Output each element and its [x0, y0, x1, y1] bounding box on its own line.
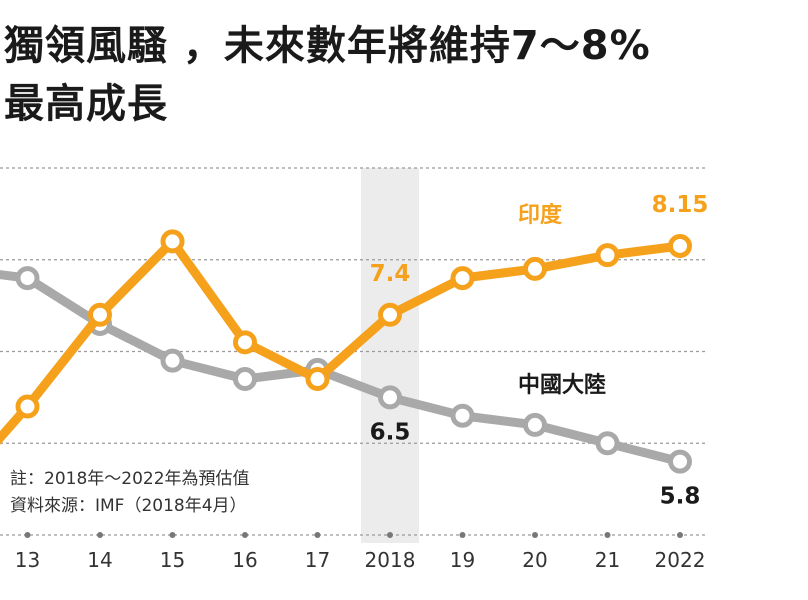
- india-series-line: [0, 236, 685, 445]
- source-note: 資料來源：IMF（2018年4月）: [10, 496, 247, 516]
- india-data-point: [523, 256, 547, 281]
- chart-title-line-2: 最高成長: [4, 81, 168, 127]
- x-tick-mark: [24, 532, 31, 538]
- x-tick-label: 14: [87, 548, 112, 572]
- india-data-point: [668, 233, 692, 258]
- x-tick-label: 17: [305, 548, 330, 572]
- china-data-point: [450, 403, 475, 428]
- x-tick-label: 16: [232, 548, 257, 572]
- data-label: 7.4: [370, 261, 411, 287]
- china-data-point: [668, 449, 692, 474]
- x-tick-mark: [314, 532, 321, 538]
- x-tick-mark: [169, 532, 176, 538]
- forecast-band: [361, 168, 419, 543]
- x-tick-label: 19: [450, 548, 475, 572]
- india-data-point: [305, 367, 330, 392]
- china-data-point: [233, 367, 257, 392]
- notes-background: [0, 462, 352, 524]
- x-tick-mark: [677, 532, 683, 538]
- x-tick-mark: [387, 532, 393, 538]
- china-data-point: [595, 431, 620, 456]
- india-data-point: [15, 394, 40, 419]
- india-data-point: [450, 266, 475, 291]
- china-series-label: 中國大陸: [518, 372, 606, 398]
- x-tick-mark: [242, 532, 248, 538]
- china-data-point: [523, 412, 547, 437]
- china-data-point: [160, 348, 185, 373]
- x-tick-mark: [459, 532, 466, 538]
- x-tick-label: 15: [160, 548, 185, 572]
- x-tick-label: 21: [595, 548, 620, 572]
- x-tick-label: 13: [15, 548, 40, 572]
- data-label: 5.8: [660, 484, 701, 510]
- india-data-point: [378, 302, 402, 327]
- x-tick-mark: [97, 532, 103, 538]
- data-label: 6.5: [370, 419, 411, 445]
- india-data-point: [160, 229, 185, 254]
- forecast-note: 註：2018年～2022年為預估值: [10, 469, 250, 489]
- china-series-line: [0, 270, 685, 467]
- x-tick-label: 2022: [655, 548, 706, 572]
- india-data-point: [595, 243, 620, 268]
- china-data-point: [15, 266, 40, 291]
- chart-title-line-1: 獨領風騷 ，未來數年將維持7～8%: [4, 23, 651, 69]
- india-data-point: [88, 302, 112, 327]
- data-label: 8.15: [652, 192, 709, 218]
- x-tick-label: 2018: [365, 548, 416, 572]
- x-tick-label: 20: [522, 548, 547, 572]
- china-data-point: [378, 385, 402, 410]
- india-data-point: [233, 330, 257, 355]
- x-tick-mark: [532, 532, 538, 538]
- x-tick-mark: [604, 532, 611, 538]
- india-series-label: 印度: [518, 202, 563, 228]
